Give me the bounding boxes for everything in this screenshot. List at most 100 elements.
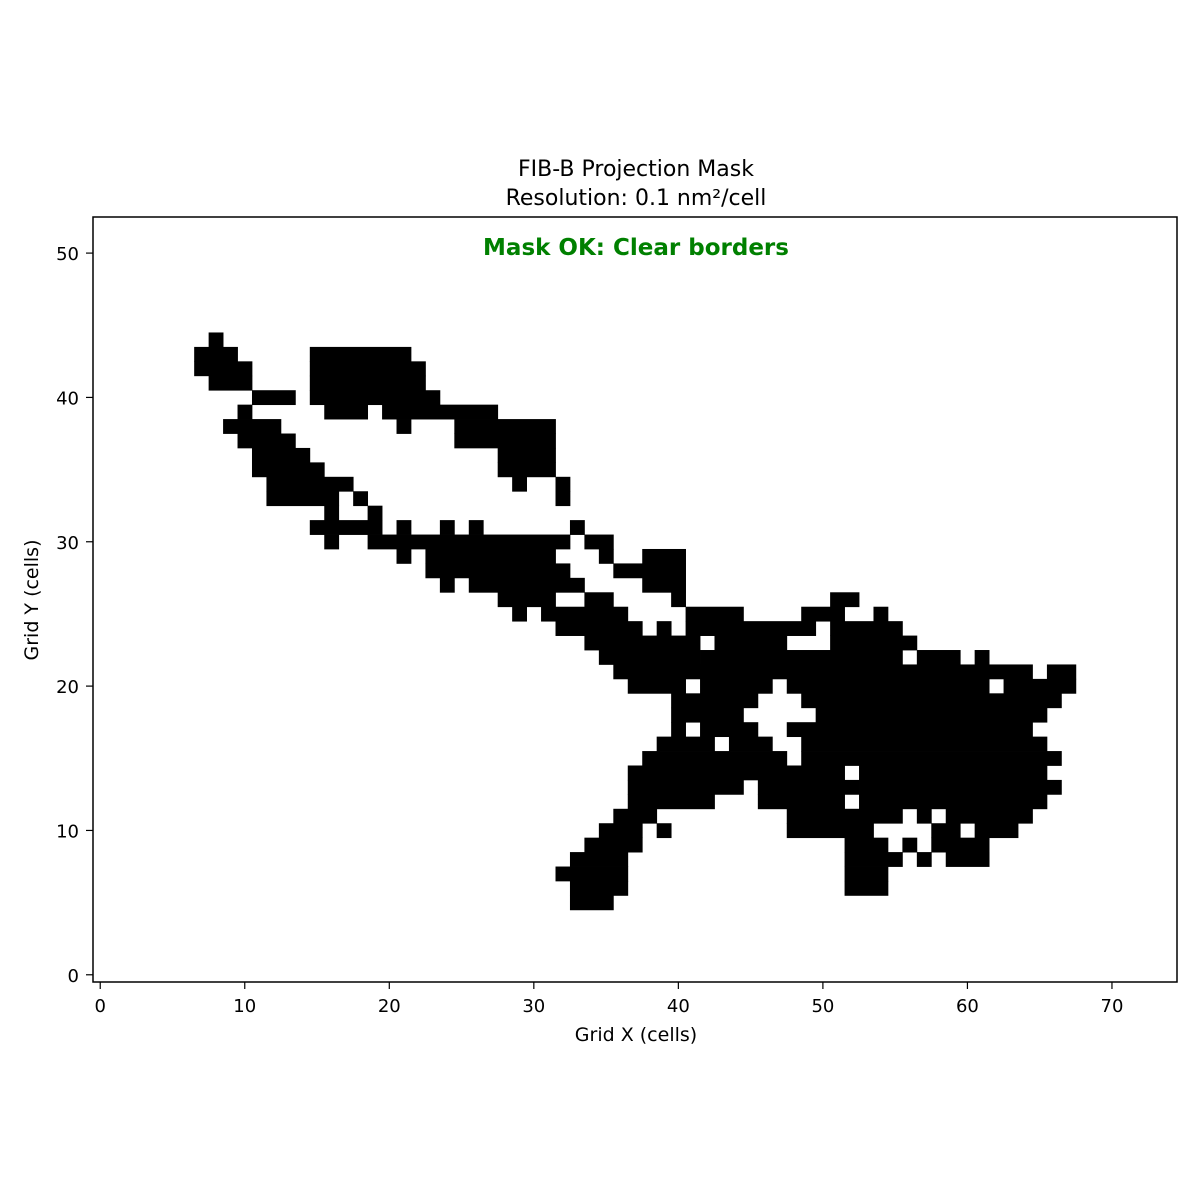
mask-cell-run <box>439 520 455 535</box>
mask-cell-run <box>497 592 556 608</box>
mask-cell-run <box>656 621 672 636</box>
mask-cell-run <box>627 678 686 694</box>
mask-cell-run <box>512 476 527 492</box>
mask-cell-run <box>627 779 744 795</box>
mask-cell-run <box>671 707 744 723</box>
mask-cell-run <box>627 765 845 781</box>
mask-cell-run <box>367 534 571 550</box>
mask-cell-run <box>844 837 889 853</box>
mask-cell-run <box>208 375 253 391</box>
mask-cell-run <box>468 577 585 593</box>
mask-cell-run <box>555 621 643 636</box>
mask-cell-run <box>309 390 441 406</box>
mask-cell-run <box>830 592 860 608</box>
mask-cell-run <box>786 678 990 694</box>
mask-cell-run <box>584 837 643 853</box>
mask-cell-run <box>931 837 990 853</box>
mask-cell-run <box>757 794 845 810</box>
x-tick-label: 10 <box>233 996 256 1017</box>
y-axis-label: Grid Y (cells) <box>21 540 43 661</box>
mask-cell-run <box>266 476 354 492</box>
mask-cell-run <box>194 361 253 377</box>
mask-status-annotation: Mask OK: Clear borders <box>483 235 789 261</box>
mask-cell-run <box>584 534 614 550</box>
mask-cell-run <box>324 534 340 550</box>
mask-cell-run <box>859 765 1048 781</box>
mask-cell-run <box>671 722 686 738</box>
mask-cell-run <box>801 736 1048 752</box>
mask-cell-run <box>945 852 990 867</box>
y-tick-label: 10 <box>56 821 79 842</box>
mask-cell-run <box>569 520 585 535</box>
mask-cell-run <box>454 419 556 434</box>
mask-cell-run <box>916 650 961 665</box>
mask-cell-run <box>916 808 932 824</box>
mask-cell-run <box>555 476 571 492</box>
mask-cell-run <box>396 520 412 535</box>
mask-cell-run <box>685 606 744 622</box>
mask-cell-run <box>830 635 918 651</box>
mask-cell-run <box>916 852 932 867</box>
mask-cell-run <box>237 433 296 449</box>
mask-cell-run <box>237 404 253 420</box>
mask-cell-run <box>700 650 903 665</box>
mask-cell-run <box>656 823 672 839</box>
mask-cells <box>194 332 1077 911</box>
mask-cell-run <box>251 390 296 406</box>
y-tick-label: 0 <box>68 966 79 987</box>
mask-cell-run <box>613 664 1033 680</box>
mask-cell-run <box>598 823 643 839</box>
mask-cell-run <box>454 433 556 449</box>
mask-cell-run <box>367 505 383 521</box>
y-tick-label: 20 <box>56 677 79 698</box>
chart-subtitle: Resolution: 0.1 nm²/cell <box>506 186 767 211</box>
mask-cell-run <box>497 447 556 463</box>
x-axis-label: Grid X (cells) <box>575 1024 697 1046</box>
mask-cell-run <box>497 462 556 478</box>
mask-cell-run <box>396 548 412 564</box>
mask-cell-run <box>728 736 773 752</box>
x-tick-label: 60 <box>956 996 979 1017</box>
mask-cell-run <box>425 548 556 564</box>
y-tick-label: 50 <box>56 244 79 265</box>
mask-cell-run <box>844 880 889 896</box>
mask-cell-run <box>859 779 1062 795</box>
mask-cell-run <box>309 375 426 391</box>
mask-cell-run <box>786 823 874 839</box>
mask-cell-run <box>786 722 1033 738</box>
mask-cell-run <box>541 606 629 622</box>
mask-cell-run <box>974 650 990 665</box>
mask-cell-run <box>584 592 614 608</box>
x-tick-label: 0 <box>95 996 106 1017</box>
mask-cell-run <box>945 808 1033 824</box>
mask-cell-run <box>569 880 629 896</box>
mask-cell-run <box>786 808 903 824</box>
mask-cell-run <box>801 606 845 622</box>
mask-cell-run <box>194 346 238 362</box>
mask-cell-run <box>569 895 614 911</box>
mask-cell-run <box>859 794 1048 810</box>
mask-cell-run <box>598 548 614 564</box>
mask-cell-run <box>801 693 1062 709</box>
x-tick-label: 50 <box>811 996 834 1017</box>
x-axis: 0 10 20 30 40 50 60 70 <box>95 982 1124 1017</box>
mask-cell-run <box>613 563 686 579</box>
mask-cell-run <box>569 852 629 867</box>
mask-cell-run <box>642 548 686 564</box>
y-axis: 0 10 20 30 40 50 <box>56 244 93 987</box>
mask-cell-run <box>555 866 629 882</box>
mask-cell-run <box>223 419 282 434</box>
mask-cell-run <box>671 592 686 608</box>
mask-cell-run <box>309 520 383 535</box>
mask-cell-run <box>627 794 715 810</box>
x-tick-label: 20 <box>378 996 401 1017</box>
mask-cell-run <box>309 361 426 377</box>
x-tick-label: 30 <box>522 996 545 1017</box>
mask-cell-run <box>844 866 889 882</box>
mask-cell-run <box>685 621 817 636</box>
mask-cell-run <box>974 823 1019 839</box>
mask-cell-run <box>208 332 224 348</box>
y-tick-label: 30 <box>56 533 79 554</box>
mask-cell-run <box>902 837 918 853</box>
x-tick-label: 70 <box>1101 996 1124 1017</box>
